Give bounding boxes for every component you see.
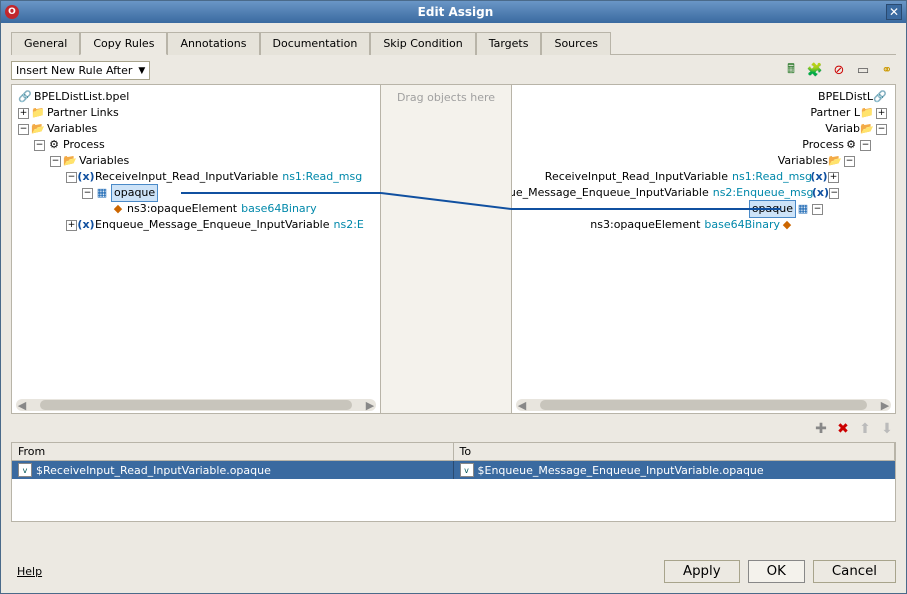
src-opaque-elem[interactable]: ns3:opaqueElement [127,201,237,217]
type-label: ns1:Read_msg [282,169,362,185]
ok-button[interactable]: OK [748,560,805,583]
expand-icon[interactable]: + [66,220,77,231]
rule-actions: ✚ ✖ ⬆ ⬇ [11,420,896,438]
col-from[interactable]: From [12,443,454,460]
tgt-root[interactable]: BPELDistL [818,89,873,105]
titlebar: O Edit Assign ✕ [1,1,906,23]
expand-icon[interactable]: + [18,108,29,119]
tab-sources[interactable]: Sources [541,32,611,55]
move-up-icon[interactable]: ⬆ [856,420,874,438]
tgt-opaque-elem[interactable]: ns3:opaqueElement [590,217,700,233]
type-label: base64Binary [704,217,780,233]
src-proc-variables[interactable]: Variables [79,153,129,169]
tab-documentation[interactable]: Documentation [260,32,371,55]
collapse-icon[interactable]: − [18,124,29,135]
src-enq-var[interactable]: Enqueue_Message_Enqueue_InputVariable [95,217,330,233]
tab-annotations[interactable]: Annotations [167,32,259,55]
tgt-partner-links[interactable]: Partner L [810,105,860,121]
src-process[interactable]: Process [63,137,105,153]
dialog-footer: Help Apply OK Cancel [11,550,896,583]
tab-skip-condition[interactable]: Skip Condition [370,32,475,55]
type-label: ns2:E [334,217,364,233]
tgt-process[interactable]: Process [802,137,844,153]
dropdown-label: Insert New Rule After [16,64,132,77]
to-value: $Enqueue_Message_Enqueue_InputVariable.o… [478,464,764,477]
type-label: ns1:Read_msg [732,169,812,185]
rename-icon[interactable]: ▭ [854,62,872,80]
variable-icon: v [18,463,32,477]
tgt-recv-var[interactable]: ReceiveInput_Read_InputVariable [545,169,728,185]
col-to[interactable]: To [454,443,896,460]
tgt-enq-var[interactable]: Enqueue_Message_Enqueue_InputVariable [511,185,709,201]
cancel-button[interactable]: Cancel [813,560,896,583]
src-recv-var[interactable]: ReceiveInput_Read_InputVariable [95,169,278,185]
error-icon[interactable]: ⊘ [830,62,848,80]
link-icon[interactable]: ⚭ [878,62,896,80]
insert-rule-dropdown[interactable]: Insert New Rule After ▼ [11,61,150,80]
mapper-area: 🔗BPELDistList.bpel +📁Partner Links −📂Var… [11,84,896,414]
src-partner-links[interactable]: Partner Links [47,105,119,121]
toolbar-icons: 🖩 🧩 ⊘ ▭ ⚭ [782,62,896,80]
collapse-icon[interactable]: − [82,188,93,199]
h-scrollbar[interactable]: ◀▶ [16,399,376,411]
src-variables[interactable]: Variables [47,121,97,137]
collapse-icon[interactable]: − [860,140,871,151]
from-value: $ReceiveInput_Read_InputVariable.opaque [36,464,271,477]
tab-bar: General Copy Rules Annotations Documenta… [11,31,896,55]
source-tree-pane[interactable]: 🔗BPELDistList.bpel +📁Partner Links −📂Var… [11,84,381,414]
window-title: Edit Assign [25,5,886,19]
expand-icon[interactable]: + [828,172,839,183]
drop-hint: Drag objects here [397,91,495,104]
tab-general[interactable]: General [11,32,80,55]
collapse-icon[interactable]: − [844,156,855,167]
collapse-icon[interactable]: − [876,124,887,135]
apply-button[interactable]: Apply [664,560,740,583]
expand-icon[interactable]: + [876,108,887,119]
delete-rule-icon[interactable]: ✖ [834,420,852,438]
collapse-icon[interactable]: − [829,188,839,199]
collapse-icon[interactable]: − [34,140,45,151]
collapse-icon[interactable]: − [50,156,61,167]
table-row[interactable]: v $ReceiveInput_Read_InputVariable.opaque… [12,461,895,479]
type-label: base64Binary [241,201,317,217]
collapse-icon[interactable]: − [812,204,823,215]
tgt-opaque[interactable]: opaque [749,200,796,218]
edit-assign-window: O Edit Assign ✕ General Copy Rules Annot… [0,0,907,594]
calculator-icon[interactable]: 🖩 [782,62,800,80]
tab-copy-rules[interactable]: Copy Rules [80,32,167,55]
tgt-variables[interactable]: Variab [825,121,860,137]
add-rule-icon[interactable]: ✚ [812,420,830,438]
plugin-icon[interactable]: 🧩 [806,62,824,80]
help-link[interactable]: Help [11,563,48,580]
close-icon[interactable]: ✕ [886,4,902,20]
app-icon: O [5,5,19,19]
src-root[interactable]: BPELDistList.bpel [34,89,129,105]
type-label: ns2:Enqueue_msg [713,185,814,201]
toolbar: Insert New Rule After ▼ 🖩 🧩 ⊘ ▭ ⚭ [11,61,896,80]
tab-targets[interactable]: Targets [476,32,542,55]
src-opaque[interactable]: opaque [111,184,158,202]
tgt-proc-variables[interactable]: Variables [778,153,828,169]
drop-zone[interactable]: Drag objects here [381,84,511,414]
dialog-content: General Copy Rules Annotations Documenta… [1,23,906,593]
rules-table: From To v $ReceiveInput_Read_InputVariabl… [11,442,896,522]
collapse-icon[interactable]: − [66,172,77,183]
move-down-icon[interactable]: ⬇ [878,420,896,438]
target-tree-pane[interactable]: BPELDistL🔗 Partner L📁+ Variab📂− Process⚙… [511,84,896,414]
variable-icon: v [460,463,474,477]
h-scrollbar[interactable]: ◀▶ [516,399,891,411]
chevron-down-icon: ▼ [138,66,145,76]
